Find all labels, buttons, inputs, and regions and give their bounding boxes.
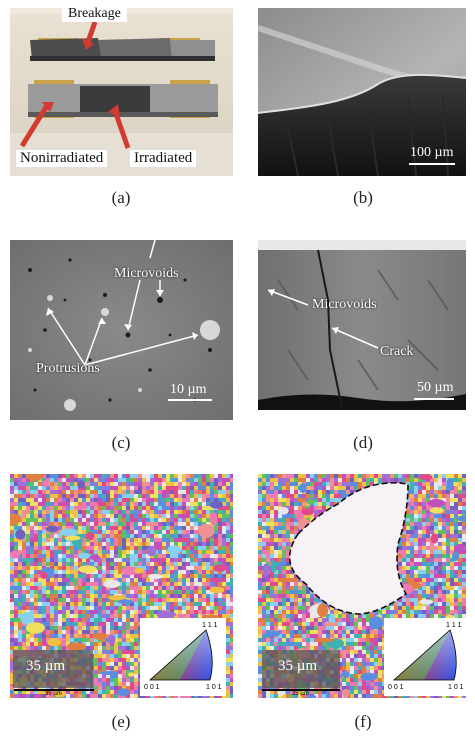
scale-bar-d: [414, 398, 454, 400]
scale-label-c: 10 µm: [170, 382, 206, 398]
caption-e: (e): [91, 712, 151, 732]
caption-c: (c): [91, 433, 151, 453]
scale-label-b: 100 µm: [410, 145, 453, 161]
irradiated-label: Irradiated: [130, 150, 196, 167]
scale-label-f: 35 µm: [278, 658, 317, 675]
scale-bar-b: [409, 163, 455, 165]
legend-right-f: 1 0 1: [448, 684, 464, 691]
scale-small-e: 35 µm: [45, 691, 62, 697]
caption-d: (d): [333, 433, 393, 453]
crack-label-d: Crack: [380, 344, 413, 360]
legend-top-e: 1 1 1: [202, 622, 218, 629]
nonirradiated-label: Nonirradiated: [16, 150, 107, 167]
scale-small-f: 35 µm: [292, 691, 309, 697]
scale-label-e: 35 µm: [26, 658, 65, 675]
legend-right-e: 1 0 1: [206, 684, 222, 691]
caption-b: (b): [333, 188, 393, 208]
protrusions-label-c: Protrusions: [36, 361, 100, 377]
scale-bar-c: [168, 399, 212, 401]
microvoids-label-d: Microvoids: [312, 297, 377, 313]
microvoids-label-c: Microvoids: [114, 266, 179, 282]
legend-left-f: 0 0 1: [388, 684, 404, 691]
scale-label-d: 50 µm: [417, 380, 453, 396]
caption-f: (f): [333, 712, 393, 732]
breakage-label: Breakage: [62, 6, 127, 22]
caption-a: (a): [91, 188, 151, 208]
legend-left-e: 0 0 1: [144, 684, 160, 691]
legend-top-f: 1 1 1: [446, 622, 462, 629]
